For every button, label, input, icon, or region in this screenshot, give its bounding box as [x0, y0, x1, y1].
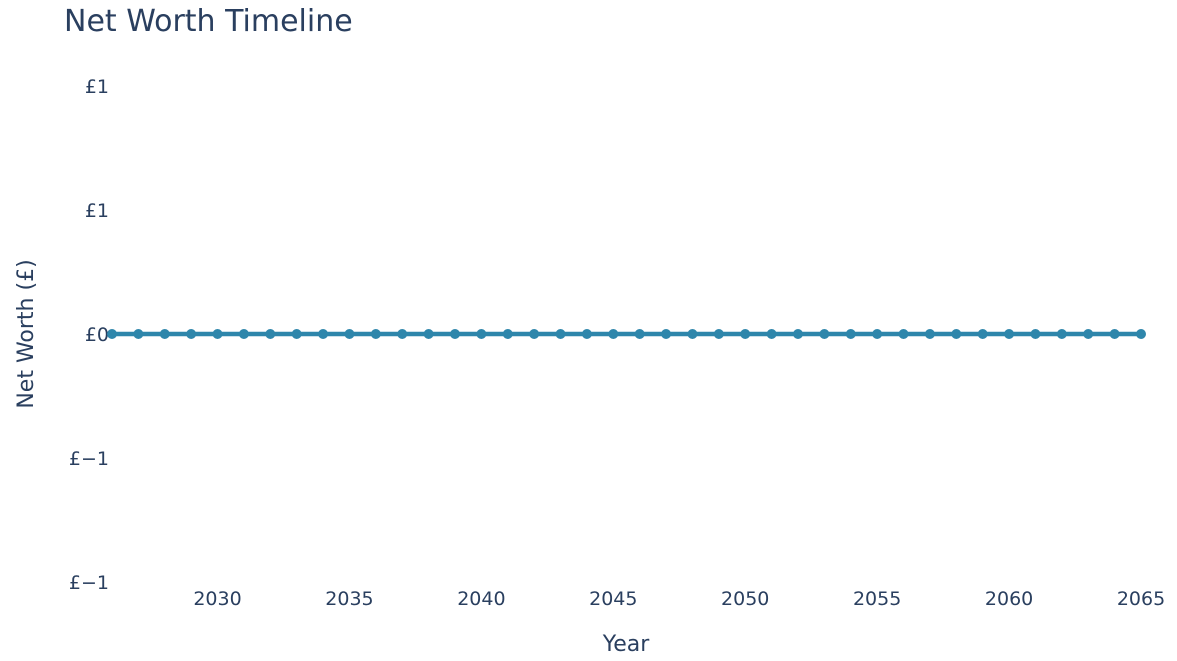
data-point: [898, 329, 909, 339]
chart-title: Net Worth Timeline: [64, 4, 353, 39]
data-point: [1056, 329, 1067, 339]
data-point: [740, 329, 751, 339]
x-tick-label: 2045: [589, 588, 637, 610]
y-tick-label: £−1: [69, 572, 109, 594]
data-point: [159, 329, 170, 339]
data-point: [476, 329, 487, 339]
data-point: [1109, 329, 1120, 339]
data-point: [924, 329, 935, 339]
data-point: [291, 329, 302, 339]
data-point: [529, 329, 540, 339]
data-point: [951, 329, 962, 339]
data-point: [581, 329, 592, 339]
series-layer: [107, 329, 1146, 339]
data-point: [608, 329, 619, 339]
data-point: [1083, 329, 1094, 339]
x-tick-label: 2055: [853, 588, 901, 610]
data-point: [1136, 329, 1146, 339]
x-axis-ticks: 2030 2035 2040 2045 2050 2055 2060 2065: [193, 588, 1165, 610]
data-point: [186, 329, 197, 339]
data-point: [845, 329, 856, 339]
data-point: [1004, 329, 1015, 339]
y-tick-label: £1: [85, 76, 109, 98]
data-point: [450, 329, 460, 339]
data-point: [502, 329, 513, 339]
data-point: [238, 329, 249, 339]
data-point: [766, 329, 777, 339]
y-tick-label: £0: [85, 324, 109, 346]
data-point: [318, 329, 329, 339]
data-point: [370, 329, 381, 339]
data-point: [107, 329, 117, 339]
data-point: [713, 329, 724, 339]
data-point: [133, 329, 144, 339]
data-point: [1030, 329, 1041, 339]
x-tick-label: 2035: [325, 588, 373, 610]
data-point: [555, 329, 566, 339]
data-point: [634, 329, 645, 339]
data-point: [423, 329, 434, 339]
x-axis-title: Year: [602, 632, 651, 657]
x-tick-label: 2040: [457, 588, 505, 610]
data-point: [687, 329, 698, 339]
x-tick-label: 2030: [193, 588, 241, 610]
x-tick-label: 2060: [985, 588, 1033, 610]
data-point: [265, 329, 276, 339]
x-tick-label: 2050: [721, 588, 769, 610]
data-point: [977, 329, 988, 339]
y-axis-ticks: £1 £1 £0 £−1 £−1: [69, 76, 109, 594]
data-point: [819, 329, 830, 339]
y-tick-label: £1: [85, 200, 109, 222]
y-tick-label: £−1: [69, 448, 109, 470]
data-point: [397, 329, 408, 339]
data-point: [872, 329, 883, 339]
y-axis-title: Net Worth (£): [14, 259, 39, 408]
data-point: [661, 329, 672, 339]
data-point: [344, 329, 355, 339]
data-point: [212, 329, 223, 339]
data-point: [793, 329, 803, 339]
x-tick-label: 2065: [1117, 588, 1165, 610]
